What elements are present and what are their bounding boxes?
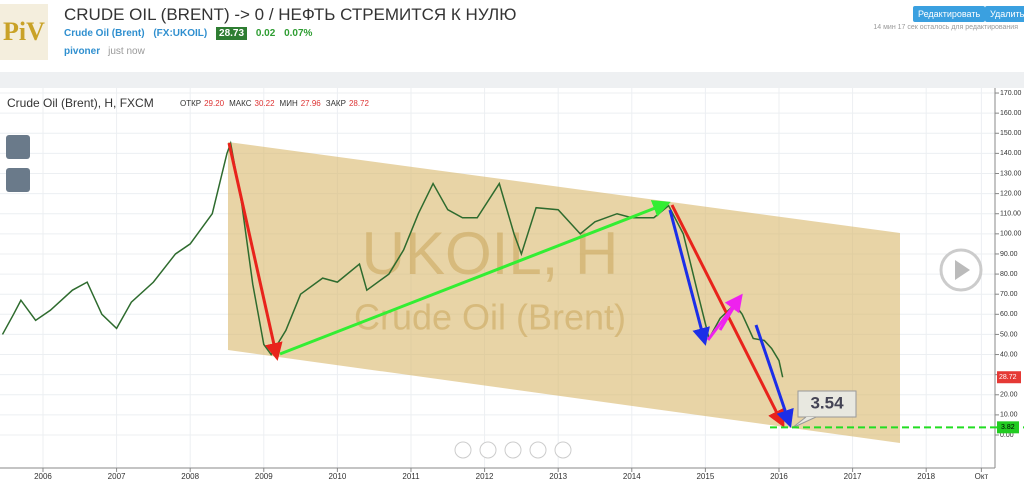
x-tick-label: 2015: [696, 472, 714, 481]
ohlc-label: ОТКР: [180, 99, 201, 108]
y-tick-label: 140.00: [1000, 150, 1022, 157]
x-tick-label: Окт: [975, 472, 989, 481]
share-button[interactable]: [6, 168, 30, 192]
arrow: [227, 142, 283, 361]
x-tick-label: 2016: [770, 472, 788, 481]
logo[interactable]: PiV: [0, 4, 48, 60]
price-axis-bg: [995, 88, 1024, 485]
x-tick-label: 2014: [623, 472, 641, 481]
ohlc-value: 28.72: [349, 99, 370, 108]
drawings: [227, 142, 794, 428]
change-pct: 0.07%: [284, 28, 313, 39]
symbol-code[interactable]: (FX:UKOIL): [153, 28, 208, 39]
arrow: [668, 209, 710, 346]
x-tick-label: 2017: [844, 472, 862, 481]
y-tick-label: 110.00: [1000, 211, 1021, 218]
author[interactable]: pivoner: [64, 46, 101, 57]
ohlc-label: МИН: [280, 99, 298, 108]
x-tick-label: 2013: [549, 472, 567, 481]
y-tick-label: 60.00: [1000, 311, 1018, 318]
edit-notice: 14 мин 17 сек осталось для редактировани…: [873, 24, 1018, 31]
time: just now: [108, 46, 145, 57]
last-price-tag: [997, 371, 1021, 384]
target-tag: [997, 421, 1019, 434]
delete-button[interactable]: Удалить: [985, 6, 1024, 22]
y-tick-label: 170.00: [1000, 90, 1022, 97]
watermark-symbol: UKOIL, H: [362, 220, 619, 287]
author-line: pivoner just now: [64, 46, 145, 57]
play-icon: [955, 260, 970, 280]
y-tick-label: 10.00: [1000, 412, 1018, 419]
y-tick-label: 80.00: [1000, 271, 1018, 278]
reset[interactable]: [504, 441, 522, 459]
y-tick-label: 0.00: [1000, 432, 1014, 439]
callout-box: [797, 390, 857, 418]
header: PiV CRUDE OIL (BRENT) -> 0 / НЕФТЬ СТРЕМ…: [0, 0, 1024, 72]
x-tick-label: 2011: [402, 472, 420, 481]
price: 28.73: [216, 27, 248, 40]
y-tick-label: 70.00: [1000, 291, 1018, 298]
y-tick-label: 40.00: [1000, 351, 1018, 358]
edit-button[interactable]: Редактировать: [913, 6, 986, 22]
nav-buttons: [454, 441, 572, 459]
annotation-callout: 3.54: [791, 390, 857, 429]
symbol-info: Crude Oil (Brent) (FX:UKOIL) 28.73 0.02 …: [64, 27, 318, 40]
x-tick-label: 2012: [476, 472, 494, 481]
y-tick-label: 160.00: [1000, 110, 1022, 117]
y-tick-label: 90.00: [1000, 251, 1018, 258]
legend-title: Crude Oil (Brent), H, FXCM: [7, 96, 154, 110]
like-button[interactable]: [6, 135, 30, 159]
x-tick-label: 2008: [181, 472, 199, 481]
zoom-out[interactable]: [479, 441, 497, 459]
x-tick-label: 2009: [255, 472, 273, 481]
x-tick-label: 2007: [108, 472, 126, 481]
series-layer: [1, 140, 784, 378]
idea-title: CRUDE OIL (BRENT) -> 0 / НЕФТЬ СТРЕМИТСЯ…: [64, 5, 517, 24]
nav-right[interactable]: [554, 441, 572, 459]
y-tick-label: 150.00: [1000, 130, 1022, 137]
x-tick-label: 2010: [328, 472, 346, 481]
x-tick-label: 2018: [917, 472, 935, 481]
price-line: [1, 140, 784, 378]
ohlc-value: 27.96: [301, 99, 322, 108]
annotation-text: 3.54: [810, 393, 844, 412]
watermark-name: Crude Oil (Brent): [354, 297, 626, 338]
y-tick-label: 50.00: [1000, 331, 1018, 338]
ohlc: ОТКР 29.20 МАКС 30.22 МИН 27.96 ЗАКР 28.72: [180, 99, 370, 108]
ohlc-value: 30.22: [255, 99, 276, 108]
arrow: [279, 200, 671, 356]
last-price-label: 28.72: [999, 374, 1017, 381]
zoom-in[interactable]: [529, 441, 547, 459]
symbol-name[interactable]: Crude Oil (Brent): [64, 28, 145, 39]
channel: [228, 142, 900, 443]
arrow: [718, 299, 740, 331]
axes-labels: 0.0010.0020.0030.0040.0050.0060.0070.008…: [34, 90, 1024, 481]
y-tick-label: 100.00: [1000, 231, 1022, 238]
change: 0.02: [255, 28, 276, 39]
y-tick-label: 20.00: [1000, 392, 1018, 399]
nav-left[interactable]: [454, 441, 472, 459]
toolbar-band: [0, 72, 1024, 88]
arrow: [754, 324, 794, 428]
ohlc-label: ЗАКР: [326, 99, 346, 108]
y-tick-label: 130.00: [1000, 170, 1022, 177]
y-tick-label: 120.00: [1000, 190, 1022, 197]
target-tag-label: 3.82: [1001, 424, 1015, 431]
x-tick-label: 2006: [34, 472, 52, 481]
ohlc-value: 29.20: [204, 99, 225, 108]
ohlc-label: МАКС: [229, 99, 252, 108]
